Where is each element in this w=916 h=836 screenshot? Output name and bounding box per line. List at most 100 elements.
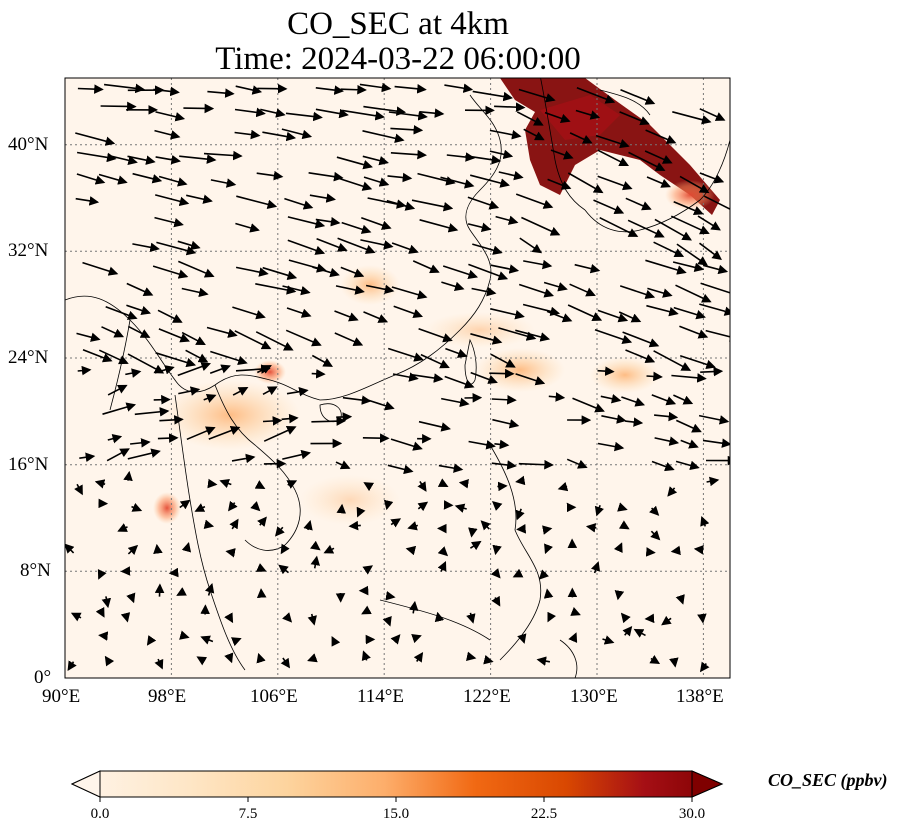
wind-vector (614, 589, 625, 601)
wind-vector (263, 426, 297, 442)
wind-vector (131, 502, 143, 512)
wind-vector (152, 265, 189, 279)
wind-vector (569, 132, 593, 144)
wind-vector (498, 327, 537, 341)
wind-vector (77, 84, 104, 94)
wind-vector (282, 612, 293, 623)
wind-vector (700, 366, 724, 377)
wind-vector (420, 353, 450, 369)
wind-vector (576, 86, 616, 104)
wind-vector (679, 175, 710, 194)
wind-vector (622, 331, 660, 348)
wind-vector (567, 172, 604, 194)
wind-vector (177, 260, 215, 278)
wind-vector (186, 194, 213, 204)
wind-vector (207, 88, 235, 98)
wind-vector (566, 458, 588, 469)
wind-vector (646, 371, 663, 382)
x-tick-label: 114°E (357, 686, 404, 707)
wind-vector (228, 500, 238, 512)
wind-vector (653, 241, 685, 258)
wind-vector (437, 546, 449, 557)
wind-vector (646, 176, 671, 188)
wind-vector (625, 417, 644, 427)
x-tick-label: 122°E (463, 686, 511, 707)
wind-vector (104, 655, 115, 667)
wind-vector (702, 264, 729, 275)
wind-vector (497, 481, 508, 492)
wind-vector (646, 304, 679, 317)
wind-vector (390, 149, 427, 160)
wind-vector (335, 285, 365, 295)
wind-vector (680, 439, 699, 449)
x-tick-label: 98°E (148, 686, 187, 707)
wind-vector (515, 193, 554, 209)
wind-vector (654, 411, 679, 422)
wind-vector (437, 560, 447, 572)
wind-vector (224, 612, 234, 624)
wind-vector (256, 170, 284, 181)
wind-vector (625, 349, 656, 363)
wind-vector (77, 365, 92, 376)
wind-vector (385, 591, 396, 601)
colorbar-tick-label: 22.5 (530, 806, 558, 822)
wind-vector (153, 543, 163, 555)
wind-vector (469, 174, 510, 188)
wind-vector (132, 172, 163, 184)
wind-vector (231, 453, 256, 464)
wind-vector (235, 85, 263, 95)
wind-vector (387, 464, 414, 475)
wind-vector (620, 612, 631, 624)
wind-vector (405, 545, 417, 556)
wind-vector (363, 482, 375, 492)
wind-vector (255, 283, 297, 295)
wind-vector (334, 310, 359, 322)
wind-vector (203, 150, 243, 161)
wind-vector (168, 567, 179, 578)
wind-vector (230, 637, 242, 647)
wind-vector (495, 215, 519, 225)
wind-vector (633, 628, 646, 638)
wind-vector (490, 353, 516, 368)
wind-vector (468, 527, 478, 538)
wind-vector (75, 132, 116, 146)
wind-vector (705, 329, 730, 342)
wind-vector (669, 657, 679, 668)
wind-vector (649, 505, 660, 516)
wind-vector (183, 103, 215, 114)
y-tick-label: 8°N (20, 560, 51, 581)
wind-vector (391, 286, 428, 300)
wind-vector (597, 175, 633, 191)
wind-vector (250, 501, 261, 512)
wind-vector (280, 543, 290, 555)
wind-vector (235, 266, 269, 277)
wind-vector (310, 540, 321, 551)
wind-vector (177, 362, 212, 377)
wind-vector (647, 287, 673, 298)
wind-vector (417, 501, 429, 512)
wind-vector (127, 448, 161, 460)
wind-vector (523, 259, 553, 270)
wind-vector (491, 394, 517, 405)
wind-vector (311, 369, 326, 379)
wind-vector (126, 304, 152, 316)
wind-vector (181, 331, 206, 346)
wind-vector (362, 565, 374, 575)
wind-vector (282, 285, 311, 296)
wind-vector (617, 502, 628, 512)
wind-vector (236, 195, 278, 210)
wind-vector (494, 102, 526, 112)
wind-vector (262, 131, 297, 142)
wind-vector (518, 459, 554, 470)
wind-vector (392, 372, 419, 382)
wind-vector (418, 328, 453, 343)
wind-vector (336, 412, 353, 422)
wind-vector (134, 407, 170, 417)
wind-vector (618, 311, 642, 323)
wind-vector (622, 625, 633, 637)
wind-vector (388, 111, 428, 121)
wind-vector (650, 530, 661, 541)
colorbar-tick-label: 0.0 (90, 806, 110, 822)
wind-vector (106, 448, 130, 462)
wind-vector (438, 463, 464, 473)
